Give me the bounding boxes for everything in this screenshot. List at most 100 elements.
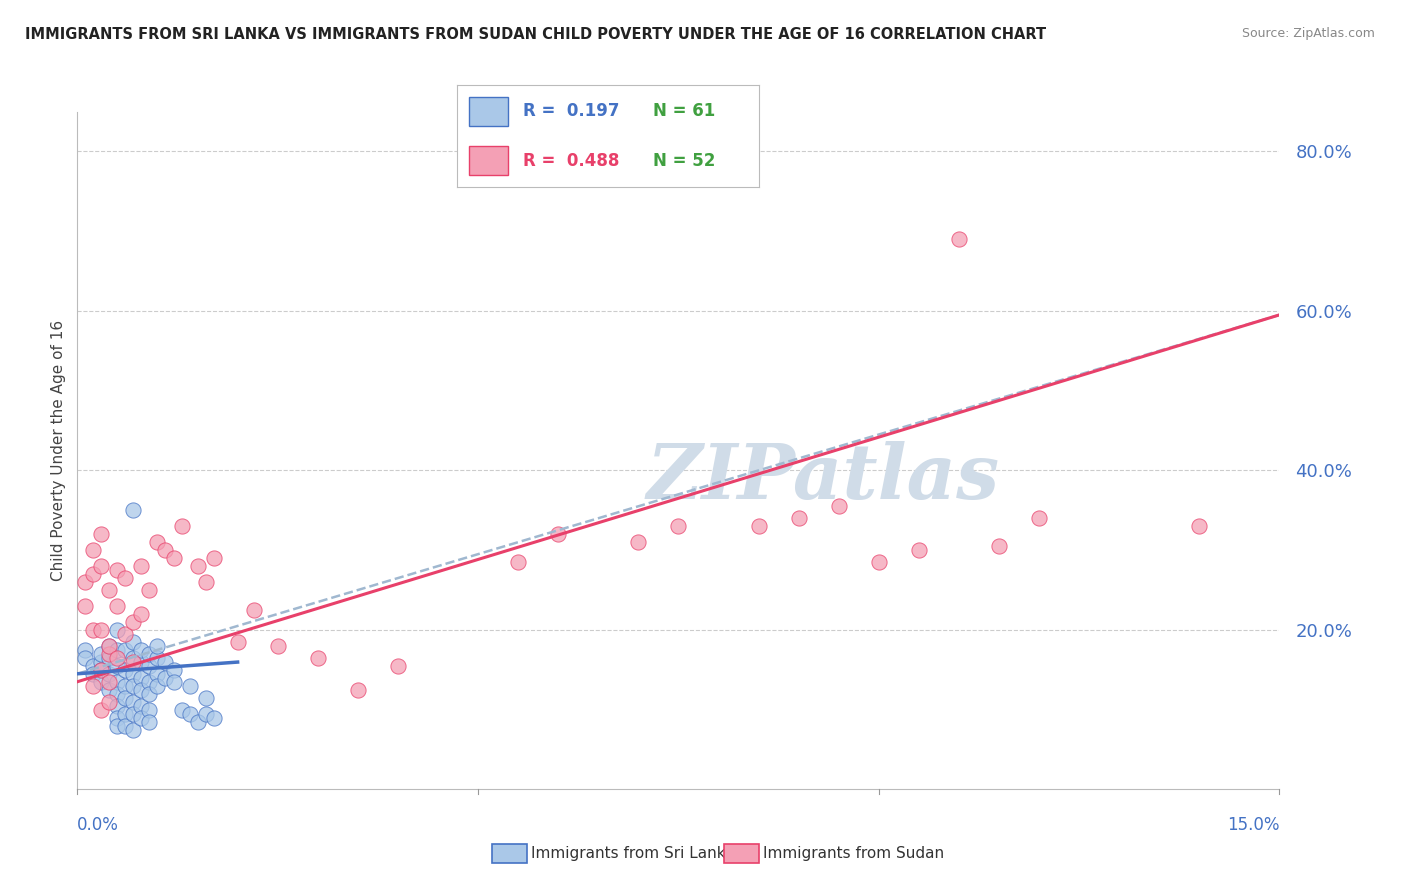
Point	[131, 698, 153, 713]
Point	[122, 650, 145, 665]
Point	[98, 674, 121, 689]
Point	[138, 687, 160, 701]
Point	[114, 627, 136, 641]
Point	[170, 703, 193, 717]
Point	[107, 599, 129, 613]
Point	[387, 658, 409, 673]
Point	[82, 666, 104, 681]
Point	[131, 711, 153, 725]
Point	[146, 679, 169, 693]
Point	[131, 655, 153, 669]
Point	[131, 671, 153, 685]
Point	[82, 623, 104, 637]
Point	[138, 714, 160, 729]
Point	[90, 527, 112, 541]
Point	[1028, 511, 1050, 525]
Point	[90, 703, 112, 717]
Point	[162, 551, 184, 566]
Point	[75, 575, 97, 590]
Point	[146, 639, 169, 653]
Point	[146, 666, 169, 681]
Point	[107, 650, 129, 665]
Point	[114, 571, 136, 585]
Point	[131, 607, 153, 621]
Point	[107, 643, 129, 657]
Point	[194, 706, 217, 721]
Point	[90, 623, 112, 637]
Point	[98, 647, 121, 661]
Point	[107, 658, 129, 673]
Point	[107, 674, 129, 689]
Text: Source: ZipAtlas.com: Source: ZipAtlas.com	[1241, 27, 1375, 40]
Point	[90, 663, 112, 677]
Point	[787, 511, 810, 525]
Point	[98, 682, 121, 697]
Point	[627, 535, 650, 549]
Text: IMMIGRANTS FROM SRI LANKA VS IMMIGRANTS FROM SUDAN CHILD POVERTY UNDER THE AGE O: IMMIGRANTS FROM SRI LANKA VS IMMIGRANTS …	[25, 27, 1046, 42]
Point	[194, 575, 217, 590]
Point	[307, 650, 329, 665]
Point	[828, 500, 851, 514]
Point	[202, 711, 225, 725]
Point	[107, 718, 129, 732]
Point	[107, 687, 129, 701]
Point	[146, 535, 169, 549]
Point	[988, 539, 1011, 553]
Point	[90, 655, 112, 669]
Point	[82, 543, 104, 558]
Point	[122, 706, 145, 721]
Point	[122, 635, 145, 649]
Point	[114, 663, 136, 677]
Point	[122, 666, 145, 681]
Point	[122, 615, 145, 629]
Point	[138, 582, 160, 597]
Point	[114, 718, 136, 732]
Point	[948, 232, 970, 246]
Point	[114, 679, 136, 693]
Point	[114, 690, 136, 705]
Point	[179, 679, 201, 693]
Point	[347, 682, 370, 697]
Y-axis label: Child Poverty Under the Age of 16: Child Poverty Under the Age of 16	[51, 320, 66, 581]
Point	[98, 582, 121, 597]
Text: Immigrants from Sudan: Immigrants from Sudan	[763, 847, 945, 861]
Point	[155, 543, 177, 558]
Point	[267, 639, 290, 653]
Point	[114, 706, 136, 721]
Point	[162, 663, 184, 677]
Text: ZIPatlas: ZIPatlas	[647, 441, 1000, 515]
Text: N = 61: N = 61	[654, 102, 716, 120]
Point	[122, 503, 145, 517]
Point	[179, 706, 201, 721]
Point	[146, 650, 169, 665]
Point	[98, 650, 121, 665]
Point	[131, 559, 153, 574]
Point	[868, 555, 890, 569]
Point	[122, 679, 145, 693]
Point	[186, 559, 209, 574]
Point	[547, 527, 569, 541]
Point	[122, 655, 145, 669]
Point	[90, 674, 112, 689]
Point	[82, 679, 104, 693]
Point	[242, 603, 264, 617]
FancyBboxPatch shape	[470, 97, 509, 126]
Point	[226, 635, 249, 649]
Text: 0.0%: 0.0%	[77, 816, 120, 834]
FancyBboxPatch shape	[470, 146, 509, 175]
Point	[155, 655, 177, 669]
Point	[170, 519, 193, 533]
Point	[202, 551, 225, 566]
Point	[162, 674, 184, 689]
Point	[508, 555, 530, 569]
Text: Immigrants from Sri Lanka: Immigrants from Sri Lanka	[531, 847, 735, 861]
Point	[131, 682, 153, 697]
Point	[90, 663, 112, 677]
Point	[82, 567, 104, 582]
Point	[155, 671, 177, 685]
Point	[82, 658, 104, 673]
Point	[98, 695, 121, 709]
Point	[75, 643, 97, 657]
Point	[90, 647, 112, 661]
Point	[122, 695, 145, 709]
